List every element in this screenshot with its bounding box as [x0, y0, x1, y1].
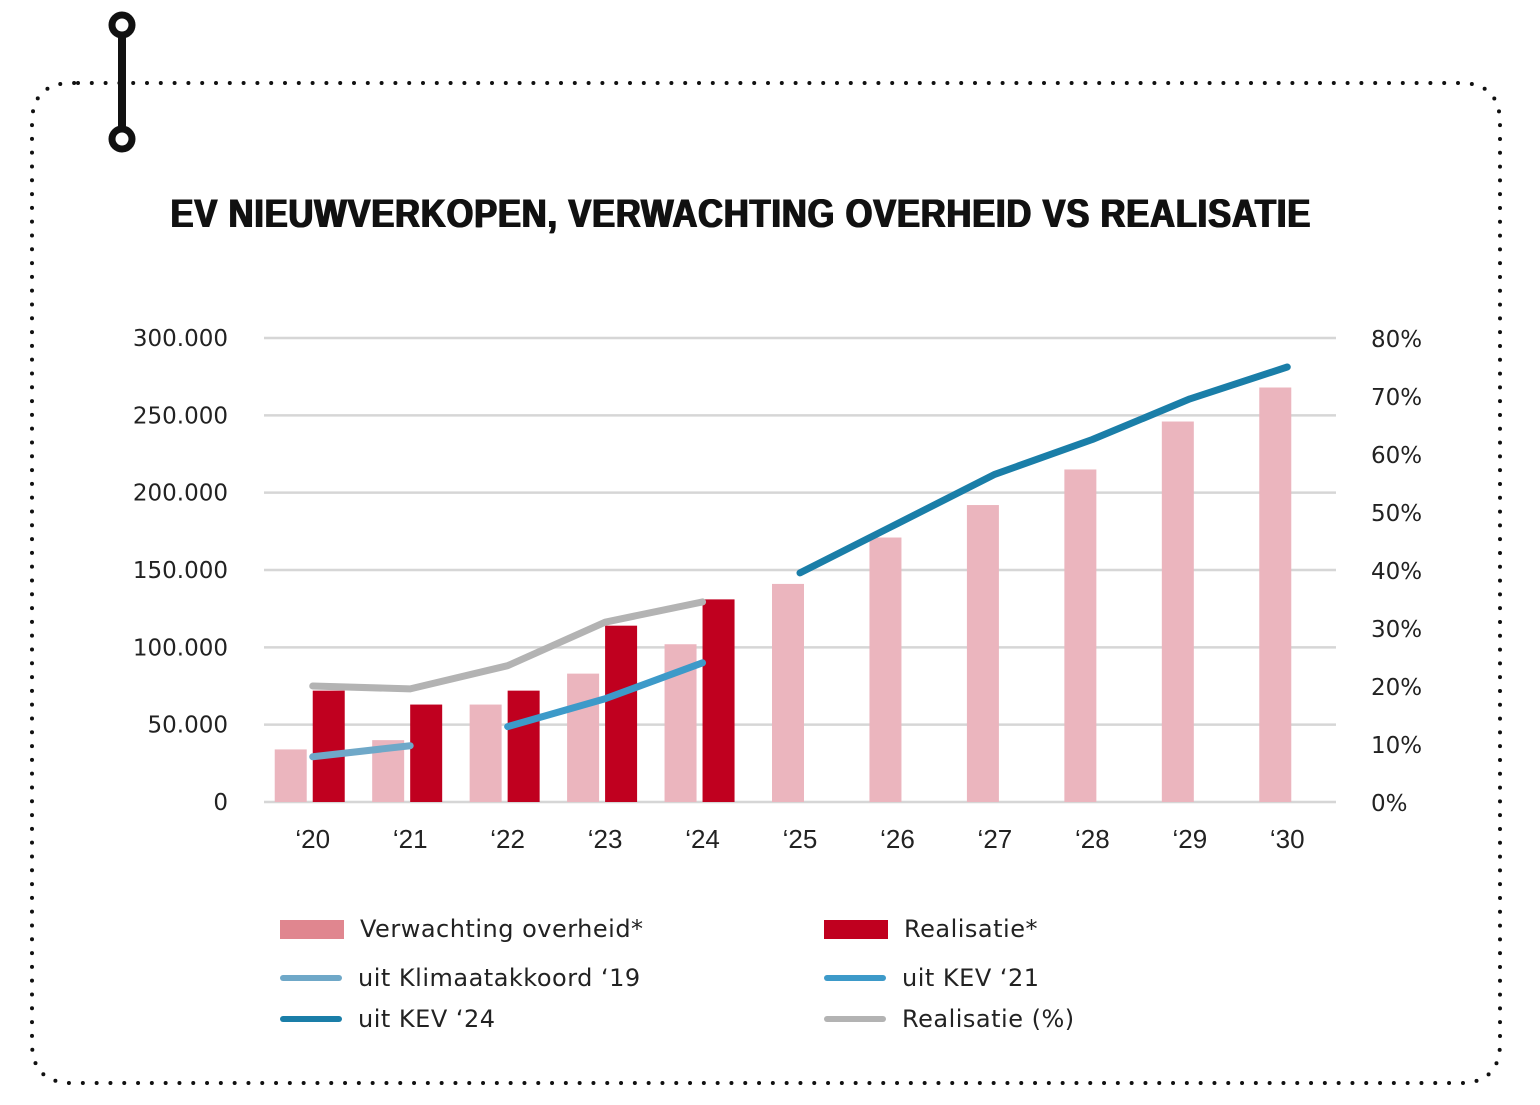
legend-item-verwachting: Verwachting overheid* [280, 909, 644, 949]
legend-label: uit KEV ‘24 [358, 1005, 496, 1033]
right-axis-tick-label: 40% [1371, 559, 1422, 585]
legend-swatch [824, 1016, 886, 1022]
x-axis-tick-label: ‘25 [783, 824, 818, 854]
left-axis-tick-label: 100.000 [133, 635, 228, 661]
legend-label: uit KEV ‘21 [902, 964, 1040, 992]
bar-realisatie [312, 690, 345, 802]
legend-label: Realisatie (%) [902, 1005, 1075, 1033]
right-axis-tick-label: 80% [1371, 327, 1422, 353]
bar-verwachting [772, 583, 804, 802]
x-axis-tick-label: ‘27 [978, 824, 1013, 854]
right-axis-tick-label: 0% [1371, 791, 1408, 817]
bar-realisatie [507, 690, 540, 802]
left-axis-tick-label: 0 [213, 790, 228, 816]
legend-label: uit Klimaatakkoord ‘19 [358, 964, 641, 992]
x-axis-tick-label: ‘20 [295, 824, 330, 854]
left-axis-tick-label: 250.000 [133, 403, 228, 429]
x-axis-tick-label: ‘23 [588, 824, 623, 854]
lines [309, 363, 1291, 761]
bar-verwachting [966, 505, 999, 802]
x-axis-tick-label: ‘22 [490, 824, 525, 854]
left-axis-tick-label: 200.000 [133, 481, 228, 507]
line-uit-klimaatakkoord-19 [309, 742, 414, 761]
bar-realisatie [410, 704, 443, 802]
left-axis-tick-label: 300.000 [133, 326, 228, 352]
x-axis-tick-label: ‘21 [393, 824, 428, 854]
pin-connector-icon [108, 11, 136, 153]
line-realisatie [309, 598, 707, 693]
bar-verwachting [869, 537, 902, 802]
x-axis-tick-label: ‘28 [1075, 824, 1110, 854]
right-axis-tick-label: 30% [1371, 617, 1422, 643]
right-axis-tick-label: 70% [1371, 385, 1422, 411]
bar-verwachting [1161, 421, 1194, 802]
left-axis-ticks: 0 50.000 100.000 150.000 200.000 250.000 300.0… [133, 326, 228, 816]
x-axis-tick-label: ‘30 [1270, 824, 1305, 854]
bar-realisatie [605, 625, 638, 802]
left-axis-tick-label: 50.000 [148, 713, 228, 739]
right-axis-ticks: 0% 10% 20% 30% 40% 50% 60% 70% 80% [1371, 327, 1422, 817]
legend-item-realisatie-pct: Realisatie (%) [824, 999, 1075, 1039]
legend-swatch [280, 1016, 342, 1022]
bar-verwachting [1064, 469, 1097, 802]
bar-verwachting [469, 704, 502, 802]
legend-label: Verwachting overheid* [360, 915, 644, 943]
bar-verwachting [1259, 387, 1292, 802]
left-axis-tick-label: 150.000 [133, 558, 228, 584]
line-uit-kev-24 [796, 363, 1291, 577]
x-axis-tick-label: ‘29 [1172, 824, 1207, 854]
x-axis-ticks: ‘20 ‘21 ‘22 ‘23 ‘24 ‘25 ‘26 ‘27 ‘28 ‘29 ‘30 [295, 824, 1304, 854]
legend-label: Realisatie* [904, 915, 1038, 943]
right-axis-tick-label: 60% [1371, 443, 1422, 469]
right-axis-tick-label: 10% [1371, 733, 1422, 759]
legend-swatch [280, 919, 344, 939]
bar-realisatie [702, 599, 735, 802]
bar-verwachting [567, 673, 600, 802]
legend-swatch [824, 919, 888, 939]
legend-item-realisatie: Realisatie* [824, 909, 1038, 949]
right-axis-tick-label: 50% [1371, 501, 1422, 527]
legend-item-kev21: uit KEV ‘21 [824, 958, 1040, 998]
x-axis-tick-label: ‘26 [880, 824, 915, 854]
legend-swatch [824, 975, 886, 981]
x-axis-tick-label: ‘24 [685, 824, 720, 854]
legend-swatch [280, 975, 342, 981]
right-axis-tick-label: 20% [1371, 675, 1422, 701]
legend-item-kev24: uit KEV ‘24 [280, 999, 496, 1039]
chart-title: EV NIEUWVERKOPEN, VERWACHTING OVERHEID V… [169, 192, 1311, 236]
legend-item-klimaatakkoord: uit Klimaatakkoord ‘19 [280, 958, 641, 998]
bar-verwachting [274, 749, 307, 802]
bars [274, 387, 1292, 802]
